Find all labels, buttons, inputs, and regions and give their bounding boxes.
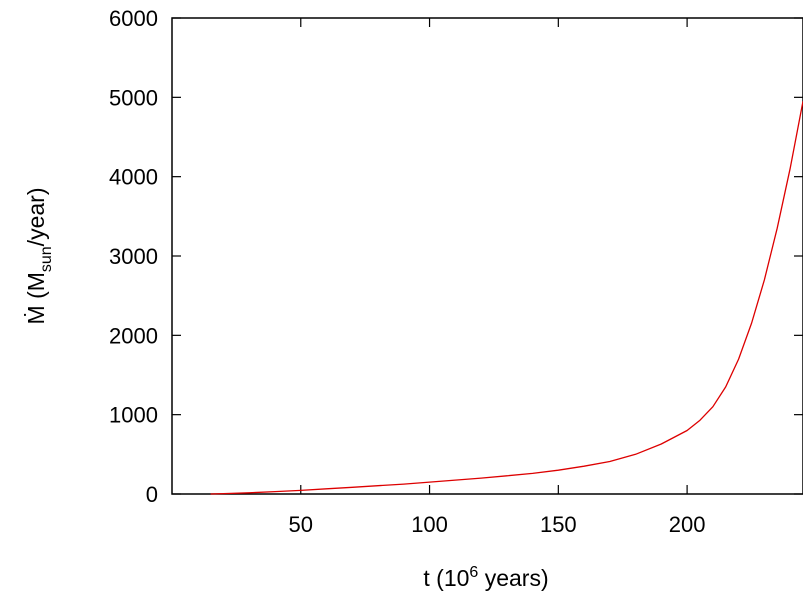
y-tick-label-2000: 2000 — [109, 323, 158, 348]
y-axis-label-sub: sun — [38, 246, 55, 272]
y-tick-label-1000: 1000 — [109, 403, 158, 428]
x-axis-label: t (106 years) — [423, 564, 548, 591]
axis-ticks — [172, 17, 803, 495]
y-tick-label-0: 0 — [146, 482, 158, 507]
y-axis-label-suffix: /year) — [23, 188, 49, 247]
y-tick-label-6000: 6000 — [109, 6, 158, 31]
y-tick-label-4000: 4000 — [109, 165, 158, 190]
y-tick-label-3000: 3000 — [109, 244, 158, 269]
x-axis-label-sup: 6 — [469, 564, 478, 581]
y-axis-label-prefix: Ṁ (M — [23, 272, 49, 324]
y-tick-label-5000: 5000 — [109, 85, 158, 110]
y-axis-label: Ṁ (Msun/year) — [23, 188, 55, 325]
series-line-0 — [210, 101, 803, 495]
x-axis-label-prefix: t (10 — [423, 565, 469, 591]
x-tick-label-50: 50 — [289, 512, 313, 537]
x-tick-label-100: 100 — [411, 512, 448, 537]
plot-frame — [171, 17, 803, 495]
x-tick-label-150: 150 — [540, 512, 577, 537]
series-layer — [210, 101, 803, 495]
x-axis-label-suffix: years) — [478, 565, 548, 591]
x-tick-label-200: 200 — [669, 512, 706, 537]
